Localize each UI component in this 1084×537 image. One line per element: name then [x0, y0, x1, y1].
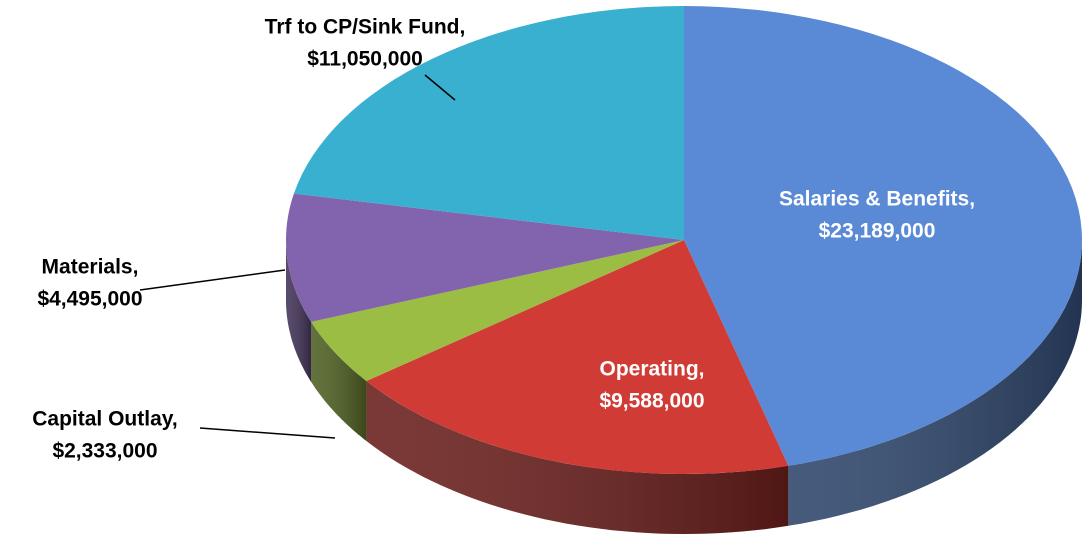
slice-label: Capital Outlay,	[32, 408, 177, 431]
pie-slice	[684, 6, 1082, 466]
pie-slice	[311, 240, 684, 382]
slice-label: Trf to CP/Sink Fund,	[265, 16, 466, 39]
pie-slice	[293, 6, 684, 240]
pie-slice	[285, 193, 684, 322]
slice-value-label: $2,333,000	[52, 440, 157, 463]
pie-side-shade	[366, 381, 789, 534]
pie-side-shade	[286, 240, 312, 382]
leader-line	[424, 74, 456, 101]
leader-line	[139, 269, 286, 291]
pie-slice	[366, 240, 789, 474]
pie-side-shade	[311, 321, 367, 441]
slice-value-label: $11,050,000	[307, 48, 423, 71]
slice-label: Salaries & Benefits,	[779, 188, 975, 211]
slice-label: Operating,	[599, 358, 704, 381]
slice-value-label: $23,189,000	[819, 220, 936, 243]
pie-side-shade	[788, 240, 1082, 526]
slice-label: Materials,	[42, 256, 139, 279]
slice-value-label: $9,588,000	[599, 390, 704, 413]
leader-line	[199, 427, 336, 439]
slice-value-label: $4,495,000	[37, 288, 142, 311]
